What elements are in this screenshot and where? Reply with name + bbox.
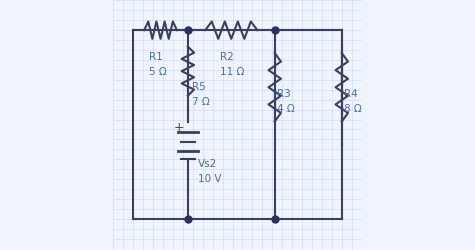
Text: 5 Ω: 5 Ω	[149, 67, 167, 77]
Text: 4 Ω: 4 Ω	[277, 104, 295, 114]
Text: Vs2: Vs2	[198, 158, 217, 168]
Text: 7 Ω: 7 Ω	[191, 96, 209, 106]
Text: R4: R4	[344, 89, 358, 99]
Text: R5: R5	[191, 82, 205, 92]
Text: 10 V: 10 V	[198, 173, 221, 183]
Text: 11 Ω: 11 Ω	[220, 67, 245, 77]
Text: R3: R3	[277, 89, 291, 99]
Text: +: +	[174, 121, 184, 134]
Text: R2: R2	[220, 52, 234, 62]
Text: R1: R1	[149, 52, 163, 62]
Text: 8 Ω: 8 Ω	[344, 104, 362, 114]
